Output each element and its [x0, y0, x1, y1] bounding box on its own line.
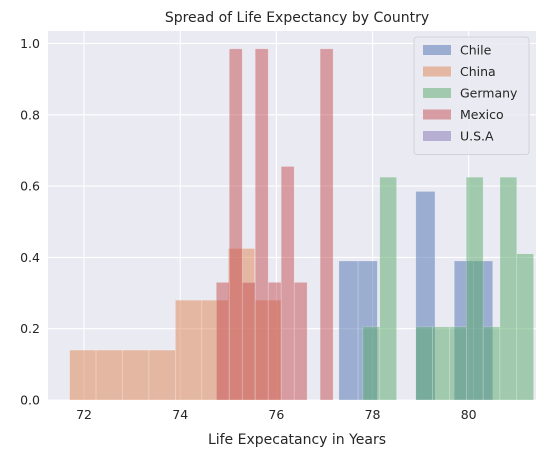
x-tick-label: 78 — [365, 407, 381, 422]
legend-label: U.S.A — [460, 129, 494, 144]
histogram-bar — [482, 326, 501, 401]
histogram-bar — [499, 176, 518, 401]
legend-box — [413, 36, 530, 155]
histogram-bar — [293, 282, 308, 401]
histogram-bar — [228, 48, 243, 401]
x-tick-label: 72 — [76, 407, 92, 422]
y-tick-label: 1.0 — [20, 36, 40, 51]
histogram-bar — [69, 349, 97, 401]
legend: Chile China Germany Mexico U.S.A — [413, 36, 530, 155]
histogram-bar — [254, 48, 269, 401]
x-tick-label: 74 — [172, 407, 188, 422]
histogram-bar — [215, 282, 230, 401]
histogram-bar — [148, 349, 176, 401]
y-axis-ticks: 0.0 0.2 0.4 0.6 0.8 1.0 — [20, 36, 40, 408]
x-tick-label: 80 — [461, 407, 477, 422]
y-tick-label: 0.6 — [20, 179, 40, 194]
y-tick-label: 0.2 — [20, 321, 40, 336]
legend-swatch — [423, 88, 451, 98]
histogram-bar — [267, 282, 282, 401]
y-tick-label: 0.4 — [20, 250, 40, 265]
histogram-bar — [319, 48, 334, 401]
histogram-bar — [122, 349, 150, 401]
legend-label: Chile — [460, 43, 492, 58]
legend-swatch — [423, 109, 451, 120]
histogram-bar — [175, 299, 203, 401]
legend-swatch — [423, 131, 451, 141]
legend-swatch — [423, 45, 451, 55]
histogram-bar — [362, 326, 381, 401]
histogram-bar — [465, 176, 484, 401]
series-germany — [362, 176, 534, 401]
chart-title: Spread of Life Expectancy by Country — [165, 10, 429, 26]
y-tick-label: 0.8 — [20, 107, 40, 122]
legend-swatch — [423, 66, 451, 77]
histogram-bar — [379, 176, 397, 401]
legend-label: Mexico — [460, 107, 504, 122]
x-tick-label: 76 — [268, 407, 284, 422]
legend-label: Germany — [460, 86, 518, 101]
histogram-bar — [338, 260, 359, 401]
histogram-bar — [241, 282, 256, 401]
histogram-bar — [432, 326, 450, 401]
histogram-bar — [280, 166, 295, 401]
histogram-bar — [449, 326, 467, 401]
legend-label: China — [460, 64, 496, 79]
histogram-bar — [95, 349, 123, 401]
y-tick-label: 0.0 — [20, 393, 40, 408]
histogram-bar — [516, 253, 534, 401]
x-axis-title: Life Expecatancy in Years — [208, 432, 386, 448]
x-axis-ticks: 72 74 76 78 80 — [76, 407, 477, 422]
histogram-bar — [415, 326, 433, 401]
series-mexico — [215, 48, 334, 401]
histogram-bars — [69, 48, 534, 401]
